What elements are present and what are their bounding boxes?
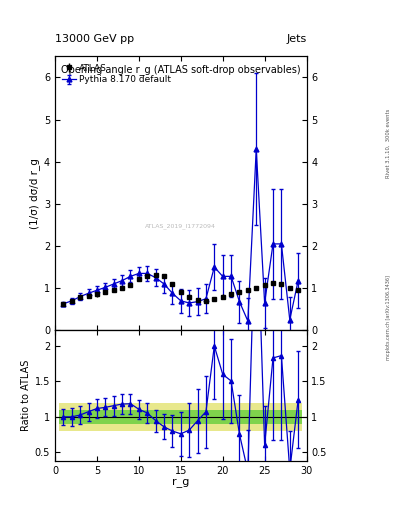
Bar (143, 402, 151, 431)
Bar (193, 402, 202, 431)
Text: Rivet 3.1.10,  300k events: Rivet 3.1.10, 300k events (386, 109, 391, 178)
Bar (202, 410, 210, 424)
Bar (202, 402, 210, 431)
Bar (168, 402, 176, 431)
Bar (252, 410, 261, 424)
Bar (277, 402, 286, 431)
Bar (235, 402, 244, 431)
Y-axis label: (1/σ) dσ/d r_g: (1/σ) dσ/d r_g (29, 158, 40, 229)
Bar (101, 402, 110, 431)
Bar (244, 410, 252, 424)
Bar (160, 402, 168, 431)
Bar (294, 402, 302, 431)
Bar (244, 402, 252, 431)
Bar (261, 410, 269, 424)
Bar (286, 410, 294, 424)
Bar (135, 402, 143, 431)
Text: Jets: Jets (286, 33, 307, 44)
Bar (126, 410, 135, 424)
Bar (93, 402, 101, 431)
Bar (210, 402, 219, 431)
Bar (135, 410, 143, 424)
Bar (110, 402, 118, 431)
Bar (143, 410, 151, 424)
Bar (68, 410, 76, 424)
Bar (93, 410, 101, 424)
Bar (210, 410, 219, 424)
Bar (76, 402, 84, 431)
Bar (59, 410, 68, 424)
Bar (286, 402, 294, 431)
Bar (235, 410, 244, 424)
Bar (227, 402, 235, 431)
Text: 13000 GeV pp: 13000 GeV pp (55, 33, 134, 44)
Bar (193, 410, 202, 424)
Bar (269, 410, 277, 424)
Bar (185, 410, 193, 424)
Bar (101, 410, 110, 424)
Bar (118, 410, 126, 424)
Bar (269, 402, 277, 431)
Bar (84, 410, 93, 424)
Text: ATLAS_2019_I1772094: ATLAS_2019_I1772094 (145, 223, 216, 229)
Bar (84, 402, 93, 431)
Bar (59, 402, 68, 431)
Bar (110, 410, 118, 424)
Bar (219, 402, 227, 431)
Legend: ATLAS, Pythia 8.170 default: ATLAS, Pythia 8.170 default (59, 61, 174, 87)
Bar (151, 410, 160, 424)
Bar (219, 410, 227, 424)
Bar (176, 402, 185, 431)
Text: mcplots.cern.ch [arXiv:1306.3436]: mcplots.cern.ch [arXiv:1306.3436] (386, 275, 391, 360)
Bar (261, 402, 269, 431)
Bar (76, 410, 84, 424)
Bar (168, 410, 176, 424)
Bar (118, 402, 126, 431)
Bar (185, 402, 193, 431)
Bar (160, 410, 168, 424)
Text: Opening angle r_g (ATLAS soft-drop observables): Opening angle r_g (ATLAS soft-drop obser… (61, 65, 301, 75)
Bar (176, 410, 185, 424)
Bar (68, 402, 76, 431)
Y-axis label: Ratio to ATLAS: Ratio to ATLAS (20, 360, 31, 431)
Bar (277, 410, 286, 424)
Bar (294, 410, 302, 424)
X-axis label: r_g: r_g (172, 478, 189, 488)
Bar (126, 402, 135, 431)
Bar (252, 402, 261, 431)
Bar (151, 402, 160, 431)
Bar (227, 410, 235, 424)
